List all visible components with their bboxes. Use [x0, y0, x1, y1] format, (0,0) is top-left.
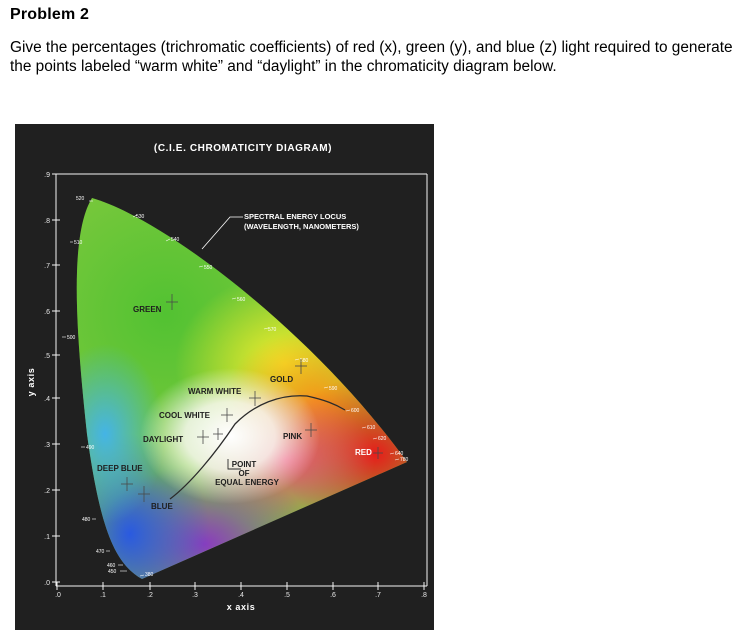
gold-marker — [295, 359, 307, 374]
red-marker — [373, 447, 383, 459]
blue-marker — [138, 486, 150, 502]
x-tick-label: .3 — [192, 592, 198, 599]
region-label-pink: PINK — [283, 432, 302, 441]
problem-title: Problem 2 — [10, 6, 90, 23]
wavelength-label: 460 — [107, 563, 116, 569]
y-axis-tick-labels: .0 .1 .2 .3 .4 .5 .6 .7 .8 .9 — [44, 172, 50, 587]
daylight-marker — [197, 430, 209, 444]
region-labels: GREEN GOLD WARM WHITE COOL WHITE DAYLIGH… — [97, 305, 372, 511]
x-tick-label: .2 — [147, 592, 153, 599]
chromaticity-diagram: (C.I.E. CHROMATICITY DIAGRAM) .0 .1 — [26, 143, 428, 612]
wavelength-label: 500 — [67, 335, 76, 341]
y-tick-label: .8 — [44, 218, 50, 225]
x-axis-ticks — [56, 582, 425, 590]
wavelength-label: 590 — [329, 386, 338, 392]
x-tick-label: .7 — [375, 592, 381, 599]
wavelength-label: 620 — [378, 436, 387, 442]
y-tick-label: .9 — [44, 172, 50, 179]
equal-energy-pointer — [227, 459, 241, 470]
x-axis-label: x axis — [227, 602, 256, 612]
y-axis-ticks — [52, 173, 60, 583]
color-gamut-region — [76, 198, 407, 579]
wavelength-label: 570 — [268, 327, 277, 333]
y-tick-label: .7 — [44, 263, 50, 270]
wavelength-label: 480 — [82, 517, 91, 523]
x-tick-label: .6 — [330, 592, 336, 599]
wavelength-label: 490 — [86, 445, 95, 451]
wavelength-label: 640 — [395, 451, 404, 457]
wavelength-markers: 520 530 540 510 550 560 570 500 580 590 … — [62, 196, 409, 578]
y-tick-label: .6 — [44, 309, 50, 316]
y-axis-label: y axis — [26, 368, 36, 397]
wavelength-label: 520 — [76, 196, 85, 202]
wavelength-label: 470 — [96, 549, 105, 555]
y-tick-label: .1 — [44, 534, 50, 541]
x-tick-label: .4 — [238, 592, 244, 599]
diagram-title: (C.I.E. CHROMATICITY DIAGRAM) — [154, 143, 332, 154]
wavelength-label: 510 — [74, 240, 83, 246]
wavelength-label: 580 — [300, 358, 309, 364]
x-axis-tick-labels: .0 .1 .2 .3 .4 .5 .6 .7 .8 — [55, 592, 427, 599]
problem-statement: Give the percentages (trichromatic coeff… — [10, 39, 733, 75]
region-label-green: GREEN — [133, 305, 162, 314]
region-label-cool-white: COOL WHITE — [159, 411, 211, 420]
deep-blue-marker — [121, 477, 133, 491]
cool-white-marker — [221, 408, 233, 422]
color-point-markers — [121, 294, 383, 502]
wavelength-label: 560 — [237, 297, 246, 303]
wavelength-label: 380 — [145, 572, 154, 578]
green-marker — [166, 294, 178, 310]
y-tick-label: .3 — [44, 442, 50, 449]
x-tick-label: .5 — [284, 592, 290, 599]
equal-energy-marker — [213, 428, 223, 440]
y-tick-label: .5 — [44, 353, 50, 360]
wavelength-label: 550 — [204, 265, 213, 271]
warm-white-marker — [249, 391, 261, 406]
region-label-red: RED — [355, 448, 372, 457]
y-tick-label: .0 — [44, 580, 50, 587]
chromaticity-diagram-figure: (C.I.E. CHROMATICITY DIAGRAM) .0 .1 — [15, 124, 434, 630]
pink-marker — [305, 423, 317, 437]
equal-energy-label-line3: EQUAL ENERGY — [215, 478, 280, 487]
x-tick-label: .1 — [100, 592, 106, 599]
locus-label-line2: (WAVELENGTH, NANOMETERS) — [244, 222, 359, 231]
wavelength-label: 540 — [171, 237, 180, 243]
locus-label-line1: SPECTRAL ENERGY LOCUS — [244, 212, 346, 221]
wavelength-label: 530 — [136, 214, 145, 220]
y-tick-label: .4 — [44, 396, 50, 403]
wavelength-label: 610 — [367, 425, 376, 431]
y-tick-label: .2 — [44, 488, 50, 495]
region-label-gold: GOLD — [270, 375, 293, 384]
blackbody-locus-curve — [169, 395, 346, 500]
equal-energy-label-line2: OF — [238, 469, 249, 478]
equal-energy-label-line1: POINT — [232, 460, 257, 469]
x-tick-label: .8 — [421, 592, 427, 599]
wavelength-label: 780 — [400, 457, 409, 463]
region-label-deep-blue: DEEP BLUE — [97, 464, 143, 473]
spectral-locus-annotation: SPECTRAL ENERGY LOCUS (WAVELENGTH, NANOM… — [201, 212, 359, 250]
region-label-daylight: DAYLIGHT — [143, 435, 183, 444]
x-tick-label: .0 — [55, 592, 61, 599]
region-label-blue: BLUE — [151, 502, 173, 511]
wavelength-label: 600 — [351, 408, 360, 414]
wavelength-label: 450 — [108, 569, 117, 575]
region-label-warm-white: WARM WHITE — [188, 387, 242, 396]
